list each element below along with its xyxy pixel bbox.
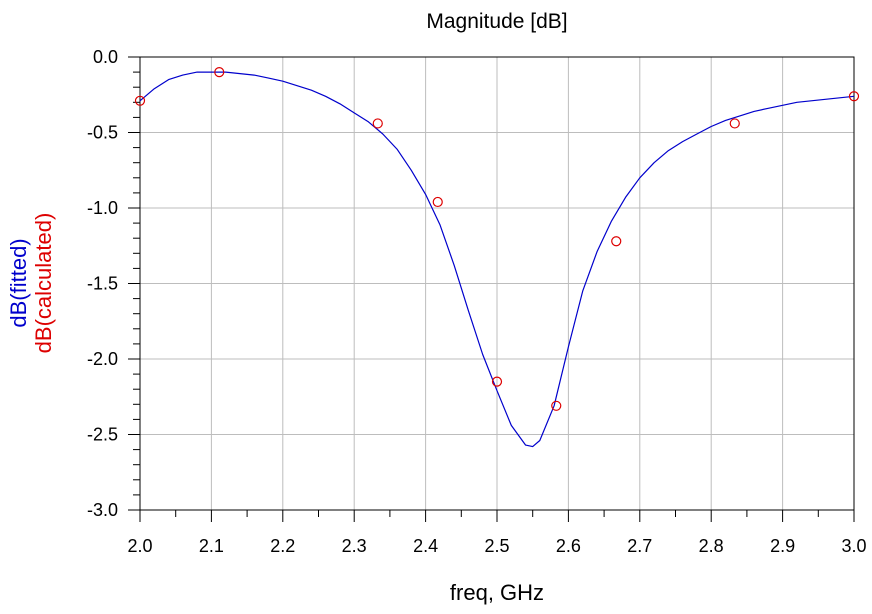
chart-title: Magnitude [dB] xyxy=(426,10,567,33)
x-tick-label: 3.0 xyxy=(841,536,866,556)
x-tick-labels: 2.0 2.1 2.2 2.3 2.4 2.5 2.6 2.7 2.8 2.9 3.0 xyxy=(127,536,866,556)
calculated-point xyxy=(134,95,146,106)
x-tick-label: 2.9 xyxy=(770,536,795,556)
x-tick-label: 2.2 xyxy=(270,536,295,556)
y-axis-label-fitted: dB(fitted) xyxy=(6,238,31,327)
y-tick-labels: 0.0 -0.5 -1.0 -1.5 -2.0 -2.5 -3.0 xyxy=(87,47,118,520)
x-tick-label: 2.6 xyxy=(556,536,581,556)
calculated-point xyxy=(551,400,562,411)
x-tick-label: 2.4 xyxy=(413,536,438,556)
series-line-fitted xyxy=(139,71,855,448)
x-tick-label: 2.8 xyxy=(699,536,724,556)
grid xyxy=(139,56,855,511)
y-tick-label: -0.5 xyxy=(87,123,118,143)
calculated-point xyxy=(611,236,622,247)
x-tick-label: 2.1 xyxy=(199,536,224,556)
calculated-point xyxy=(372,118,383,129)
calculated-point xyxy=(432,196,443,208)
calculated-point xyxy=(214,66,225,78)
x-tick-label: 2.7 xyxy=(627,536,652,556)
y-tick-label: -2.5 xyxy=(87,425,118,445)
calculated-point xyxy=(848,91,860,102)
axis-ticks xyxy=(128,56,855,522)
x-tick-label: 2.5 xyxy=(484,536,509,556)
y-tick-label: -2.0 xyxy=(87,349,118,369)
calculated-point xyxy=(491,376,503,387)
x-tick-label: 2.0 xyxy=(127,536,152,556)
calculated-point xyxy=(729,118,740,129)
x-tick-label: 2.3 xyxy=(342,536,367,556)
y-tick-label: -1.0 xyxy=(87,198,118,218)
y-tick-label: -1.5 xyxy=(87,274,118,294)
y-axis-label-calculated: dB(calculated) xyxy=(31,213,56,354)
y-tick-label: -3.0 xyxy=(87,500,118,520)
series xyxy=(134,66,860,448)
y-tick-label: 0.0 xyxy=(93,47,118,67)
x-axis-label: freq, GHz xyxy=(450,580,544,605)
